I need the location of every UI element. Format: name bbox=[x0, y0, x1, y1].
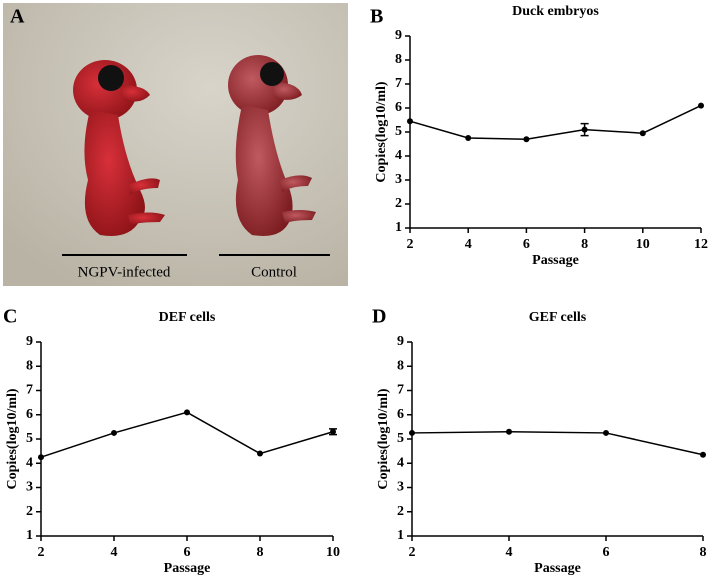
y-tick-label: 5 bbox=[26, 431, 33, 446]
data-point bbox=[184, 409, 190, 416]
x-tick-label: 4 bbox=[506, 545, 513, 560]
data-line bbox=[40, 411, 334, 458]
panel-label: D bbox=[372, 306, 386, 328]
y-tick-label: 3 bbox=[26, 480, 33, 495]
x-tick-label: 4 bbox=[465, 237, 472, 252]
y-tick-label: 8 bbox=[395, 52, 402, 67]
y-axis-label: Copies(log10/ml) bbox=[374, 81, 389, 182]
data-point bbox=[698, 102, 704, 109]
data-point bbox=[581, 126, 588, 133]
x-tick-label: 8 bbox=[581, 237, 588, 252]
data-point bbox=[111, 429, 117, 436]
caption: Control bbox=[251, 264, 297, 280]
data-line bbox=[409, 104, 702, 140]
x-tick-label: 2 bbox=[407, 237, 414, 252]
x-tick-label: 10 bbox=[636, 237, 650, 252]
x-tick-label: 6 bbox=[523, 237, 530, 252]
y-tick-label: 1 bbox=[26, 528, 33, 543]
photo-shade bbox=[3, 3, 348, 286]
y-tick-label: 4 bbox=[397, 455, 404, 470]
chart-title: GEF cells bbox=[529, 310, 587, 325]
y-tick-label: 5 bbox=[397, 431, 404, 446]
x-tick-label: 12 bbox=[694, 237, 708, 252]
y-tick-label: 7 bbox=[26, 383, 33, 398]
y-tick-label: 1 bbox=[395, 220, 402, 235]
y-tick-label: 3 bbox=[397, 480, 404, 495]
data-point bbox=[506, 428, 512, 435]
y-tick-label: 5 bbox=[395, 124, 402, 139]
y-axis-label: Copies(log10/ml) bbox=[5, 388, 20, 489]
x-tick-label: 8 bbox=[257, 545, 264, 560]
embryo-infected bbox=[73, 60, 165, 236]
data-point bbox=[603, 429, 609, 436]
chart-title: Duck embryos bbox=[512, 4, 599, 19]
x-tick-label: 6 bbox=[603, 545, 610, 560]
caption: NGPV-infected bbox=[78, 264, 171, 280]
y-axis-label: Copies(log10/ml) bbox=[376, 388, 391, 489]
y-tick-label: 9 bbox=[26, 334, 33, 349]
data-point bbox=[330, 428, 336, 435]
x-tick-label: 4 bbox=[111, 545, 118, 560]
data-point bbox=[523, 136, 530, 143]
x-tick-label: 10 bbox=[326, 545, 340, 560]
chart-panel: B Duck embryosPassageCopies(log10/ml)1234… bbox=[370, 4, 708, 268]
y-tick-label: 6 bbox=[395, 100, 402, 115]
data-point bbox=[465, 135, 472, 141]
y-tick-label: 7 bbox=[397, 383, 404, 398]
panel-label: B bbox=[370, 6, 383, 28]
y-tick-label: 3 bbox=[395, 172, 402, 187]
y-tick-label: 4 bbox=[395, 148, 402, 163]
embryo-control bbox=[228, 55, 316, 236]
y-tick-label: 2 bbox=[395, 196, 402, 211]
data-point bbox=[700, 451, 706, 458]
data-point bbox=[639, 130, 646, 137]
x-axis-label: Passage bbox=[164, 561, 211, 576]
y-tick-label: 8 bbox=[397, 358, 404, 373]
y-tick-label: 1 bbox=[397, 528, 404, 543]
photo-panel: A NGPV-infected Control bbox=[3, 3, 348, 286]
chart-panel: C DEF cellsPassageCopies(log10/ml)1234567… bbox=[3, 306, 340, 577]
data-line bbox=[411, 430, 704, 456]
chart-title: DEF cells bbox=[159, 310, 216, 325]
y-tick-label: 9 bbox=[397, 334, 404, 349]
x-tick-label: 6 bbox=[184, 545, 191, 560]
y-tick-label: 7 bbox=[395, 76, 402, 91]
panel-label: C bbox=[3, 306, 17, 328]
y-tick-label: 2 bbox=[397, 504, 404, 519]
chart-panel: D GEF cellsPassageCopies(log10/ml)1234567… bbox=[372, 306, 707, 577]
x-tick-label: 2 bbox=[409, 545, 416, 560]
y-tick-label: 4 bbox=[26, 455, 33, 470]
x-tick-label: 2 bbox=[38, 545, 45, 560]
x-tick-label: 8 bbox=[700, 545, 707, 560]
y-tick-label: 6 bbox=[397, 407, 404, 422]
y-tick-label: 6 bbox=[26, 407, 33, 422]
y-tick-label: 2 bbox=[26, 504, 33, 519]
y-tick-label: 9 bbox=[395, 28, 402, 43]
panel-label: A bbox=[10, 6, 25, 28]
y-tick-label: 8 bbox=[26, 358, 33, 373]
data-point bbox=[257, 450, 263, 457]
x-axis-label: Passage bbox=[532, 253, 579, 268]
x-axis-label: Passage bbox=[534, 561, 581, 576]
